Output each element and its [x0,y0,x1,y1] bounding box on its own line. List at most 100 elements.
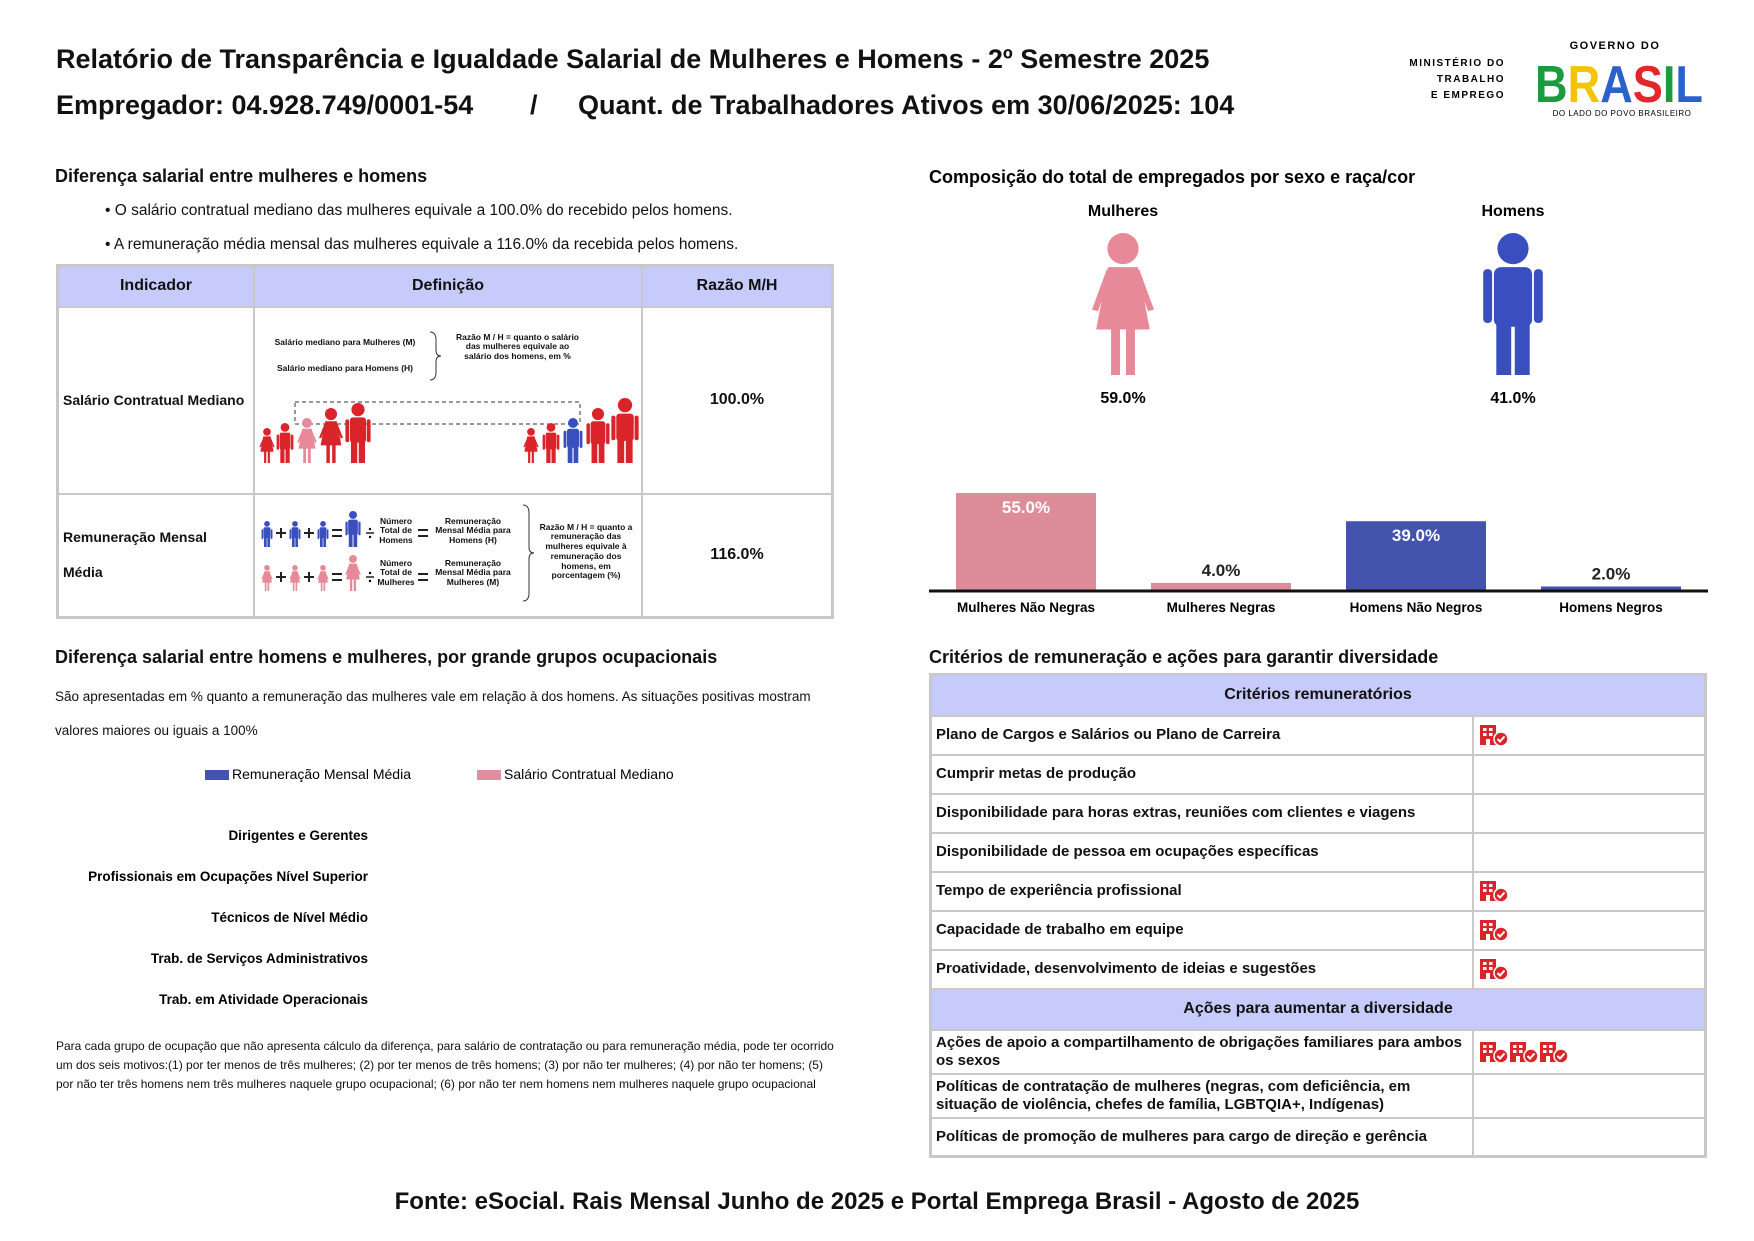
criteria-label: Políticas de contratação de mulheres (ne… [929,1072,1474,1119]
value-label: 4.0% [1202,561,1241,580]
criteria-icons [1472,753,1707,795]
person-icon [317,520,329,547]
person-icon [289,564,301,591]
x-tick-label: Mulheres Não Negras [957,600,1095,615]
diagram-label: Salário mediano para Mulheres (M) [274,336,416,347]
criteria-icons [1472,1116,1707,1158]
legend-label: Homens [1481,203,1544,220]
person-icon [523,427,539,463]
criteria-label: Cumprir metas de produção [929,753,1474,795]
person-icon [261,564,273,591]
dot [368,579,372,582]
y-tick-label: Técnicos de Nível Médio [211,910,368,925]
criteria-label: Disponibilidade para horas extras, reuni… [929,792,1474,834]
value-label: 55.0% [1002,498,1050,517]
value-label: 2.0% [1592,564,1631,583]
section-title: Diferença salarial entre mulheres e home… [55,166,428,186]
criteria-icons [1472,870,1707,912]
y-tick-label: Trab. em Atividade Operacionais [159,992,368,1007]
legend-label: Mulheres [1088,203,1158,220]
diagram [261,504,535,601]
icon-group [1480,959,1509,981]
diagram-label: Remuneração Mensal Média para Homens (H) [435,515,511,546]
criteria-label: Capacidade de trabalho em equipe [929,909,1474,951]
dot [368,535,372,538]
person-icon [318,407,344,463]
equals-sign [332,528,342,537]
diagram-label: Remuneração Mensal Média para Mulheres (… [435,557,511,588]
person-icon [289,520,301,547]
criteria-icons [1472,1028,1707,1075]
gov-tagline: DO LADO DO POVO BRASILEIRO [1553,109,1692,118]
equals-sign [418,528,428,537]
indicator: Remuneração Mensal Média [56,492,255,619]
ministry-line: E EMPREGO [1431,90,1505,101]
plus-sign [304,527,314,538]
criteria-row: Cumprir metas de produção [929,753,1707,795]
value-label: 59.0% [1100,390,1145,407]
person-icon [611,397,639,463]
icon-group [1480,1041,1569,1064]
criteria-row: Ações de apoio a compartilhamento de obr… [929,1028,1707,1075]
person-icon [317,564,329,591]
logos: MINISTÉRIO DO TRABALHO E EMPREGO GOVERNO… [1409,40,1703,118]
person-icon [563,417,583,463]
x-tick-label: Mulheres Negras [1167,600,1276,615]
bar [1346,521,1486,590]
legend-label: Remuneração Mensal Média [232,766,411,782]
dashed-box [294,401,581,424]
person-icon [345,554,361,591]
person-icon [586,407,610,463]
criteria-row: Tempo de experiência profissional [929,870,1707,912]
dot [368,527,372,530]
equals-sign [418,572,428,581]
section-header: Ações para aumentar a diversidade [929,987,1707,1031]
diagram-label: Razão M / H = quanto o salário das mulhe… [455,331,580,362]
criteria-label: Plano de Cargos e Salários ou Plano de C… [929,714,1474,756]
person-icon [259,427,275,463]
criteria-label: Disponibilidade de pessoa em ocupações e… [929,831,1474,873]
value-label: 39.0% [1392,526,1440,545]
criteria-row: Plano de Cargos e Salários ou Plano de C… [929,714,1707,756]
person-icon [542,422,560,463]
icon-group [1480,881,1509,903]
section-row: Critérios remuneratórios [929,673,1707,717]
col-header: Definição [253,264,643,308]
brace [429,331,442,380]
person-icon [297,417,317,463]
pictogram [1091,233,1155,375]
separator: / [530,90,538,120]
diagram [259,331,639,463]
x-tick-label: Homens Negros [1559,600,1663,615]
report-title: Relatório de Transparência e Igualdade S… [56,44,1210,74]
criteria-icons [1472,792,1707,834]
criteria-table: Critérios remuneratórios Plano de Cargos … [929,673,1707,1158]
workers-count: Quant. de Trabalhadores Ativos em 30/06/… [578,90,1235,120]
dot [368,571,372,574]
criteria-row: Disponibilidade de pessoa em ocupações e… [929,831,1707,873]
definition-cell: Salário mediano para Mulheres (M) Salário… [253,305,643,495]
equals-sign [332,572,342,581]
person-icon [276,422,294,463]
col-header: Indicador [56,264,255,308]
gov-main: BRASIL [1535,56,1703,114]
col-header: Razão M/H [641,264,834,308]
bullet: • O salário contratual mediano das mulhe… [105,202,733,219]
y-tick-label: Dirigentes e Gerentes [228,828,368,843]
bar [1151,582,1291,590]
plus-sign [304,571,314,582]
icon-group [1480,725,1509,747]
legend-label: Salário Contratual Mediano [504,766,674,782]
criteria-row: Políticas de contratação de mulheres (ne… [929,1072,1707,1119]
diagram-label: Número Total de Homens [379,515,413,546]
chart-title: Composição do total de empregados por se… [929,167,1415,187]
criteria-icons [1472,831,1707,873]
plus-sign [276,571,286,582]
section-title: Critérios de remuneração e ações para ga… [929,647,1439,667]
ministry-line: TRABALHO [1437,74,1505,85]
composition-chart: Composição do total de empregados por se… [929,167,1708,615]
criteria-label: Ações de apoio a compartilhamento de obr… [929,1028,1474,1075]
gov-top: GOVERNO DO [1570,40,1661,52]
salary-table: Indicador Definição Razão M/H Salário Co… [56,264,834,619]
